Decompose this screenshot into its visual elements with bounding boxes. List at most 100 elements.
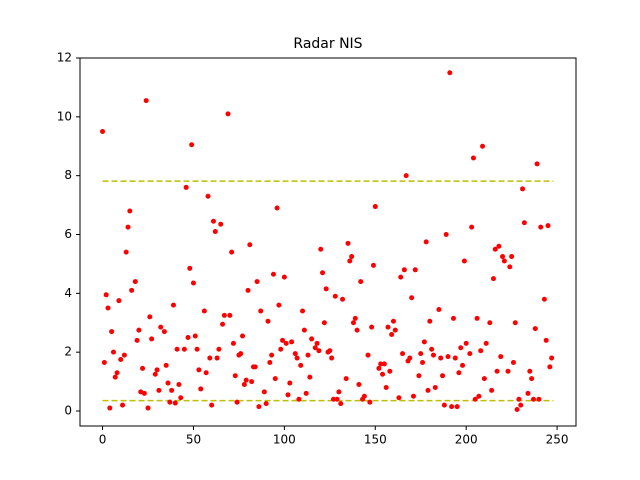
point — [381, 361, 387, 367]
axes-frame — [79, 57, 577, 427]
point — [245, 287, 251, 293]
point — [472, 396, 478, 402]
point — [476, 393, 482, 399]
point — [214, 355, 220, 361]
point — [289, 339, 295, 345]
point — [225, 111, 231, 117]
point — [212, 229, 218, 235]
point — [143, 98, 149, 104]
point — [120, 402, 126, 408]
point — [327, 348, 333, 354]
point — [301, 327, 307, 333]
point — [356, 382, 362, 388]
point — [543, 337, 549, 343]
point — [369, 324, 375, 330]
point — [112, 374, 118, 380]
point — [125, 224, 131, 230]
point — [541, 296, 547, 302]
point — [194, 346, 200, 352]
point — [109, 329, 115, 335]
point — [167, 399, 173, 405]
point — [154, 367, 160, 373]
point — [300, 308, 306, 314]
point — [343, 376, 349, 382]
point — [105, 305, 111, 311]
point — [500, 254, 506, 260]
point — [527, 368, 533, 374]
point — [469, 224, 475, 230]
point — [489, 387, 495, 393]
point — [347, 258, 353, 264]
point — [430, 352, 436, 358]
point — [492, 246, 498, 252]
point — [450, 315, 456, 321]
point — [390, 318, 396, 324]
point — [530, 396, 536, 402]
point — [129, 287, 135, 293]
point — [280, 337, 286, 343]
point — [501, 258, 507, 264]
point — [416, 373, 422, 379]
point — [298, 362, 304, 368]
x-tick-label: 200 — [455, 433, 478, 447]
point — [334, 396, 340, 402]
point — [134, 337, 140, 343]
point — [516, 396, 522, 402]
point — [140, 365, 146, 371]
point — [367, 399, 373, 405]
point — [354, 327, 360, 333]
point — [480, 143, 486, 149]
point — [234, 399, 240, 405]
point — [165, 380, 171, 386]
point — [181, 346, 187, 352]
point — [270, 271, 276, 277]
plot-area — [100, 70, 555, 413]
point — [318, 246, 324, 252]
point — [467, 351, 473, 357]
point — [161, 329, 167, 335]
point — [252, 364, 258, 370]
point — [156, 387, 162, 393]
point — [518, 402, 524, 408]
point — [370, 262, 376, 268]
point — [345, 240, 351, 246]
point — [141, 390, 147, 396]
point — [185, 334, 191, 340]
point — [512, 320, 518, 326]
point — [263, 401, 269, 407]
point — [198, 386, 204, 392]
point — [520, 186, 526, 192]
point — [536, 396, 542, 402]
point — [249, 379, 255, 385]
point — [478, 348, 484, 354]
point — [423, 239, 429, 245]
point — [272, 376, 278, 382]
point — [385, 324, 391, 330]
point — [127, 208, 133, 214]
point — [481, 376, 487, 382]
point — [383, 384, 389, 390]
point — [283, 340, 289, 346]
point — [498, 354, 504, 360]
point — [100, 129, 106, 135]
point — [470, 155, 476, 161]
point — [336, 389, 342, 395]
point — [210, 218, 216, 224]
point — [287, 380, 293, 386]
point — [403, 173, 409, 179]
point — [276, 302, 282, 308]
point — [460, 362, 466, 368]
point — [330, 396, 336, 402]
y-tick-label: 8 — [64, 168, 72, 182]
point — [192, 333, 198, 339]
point — [487, 320, 493, 326]
point — [229, 249, 235, 255]
point — [421, 339, 427, 345]
point — [529, 376, 535, 382]
point — [396, 395, 402, 401]
point — [429, 346, 435, 352]
point — [340, 296, 346, 302]
point — [309, 336, 315, 342]
point — [456, 370, 462, 376]
